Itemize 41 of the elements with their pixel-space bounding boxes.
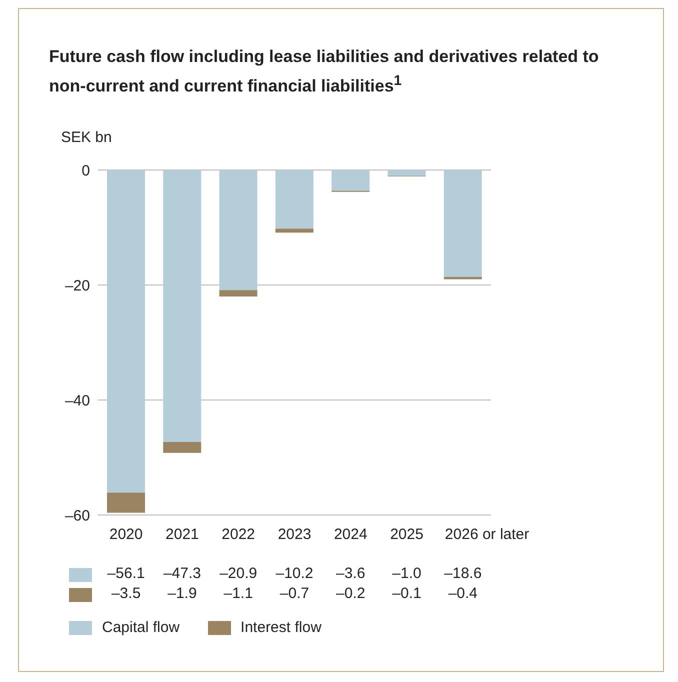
y-tick-label: 0 [82,162,90,180]
legend-label: Capital flow [102,619,180,636]
y-tick-label: –40 [64,392,90,410]
data-label: –3.5 [111,585,141,602]
legend-label: Interest flow [240,619,322,636]
x-tick-label: 2023 [278,526,312,543]
data-label: –3.6 [336,565,366,582]
data-label: –56.1 [107,565,145,582]
data-label: –20.9 [220,565,258,582]
y-axis-title: SEK bn [61,129,112,146]
data-label: –1.0 [392,565,422,582]
data-label: –10.2 [276,565,314,582]
x-tick-label: 2021 [166,526,199,543]
y-tick-label: –60 [64,507,90,524]
x-tick-label: 2026 or later [444,526,530,543]
data-label: –0.7 [280,585,310,602]
bar [219,290,258,296]
bar [107,170,145,493]
bar [388,170,426,176]
data-label: –0.4 [448,585,478,602]
bar [444,276,482,280]
chart-title: Future cash flow including lease liabilities and derivatives related to non-current and current financial liabilities$^{1}$ [49,46,600,98]
bar [163,442,202,453]
bar [275,228,314,233]
y-tick-label: –20 [64,277,90,294]
bar [219,170,258,290]
data-label: –1.1 [224,585,253,602]
data-label: –18.6 [444,565,482,582]
bar [332,170,370,191]
bar [444,170,482,277]
x-tick-label: 2024 [334,526,368,543]
x-tick-label: 2020 [109,526,143,543]
data-label: –0.2 [336,585,366,602]
data-label: –0.1 [392,585,422,602]
bar [107,492,145,513]
data-label: –47.3 [163,565,201,582]
x-tick-label: 2025 [390,526,424,543]
data-label: –1.9 [168,585,197,602]
bar [275,170,314,229]
bar [163,170,202,442]
x-tick-label: 2022 [222,526,256,543]
